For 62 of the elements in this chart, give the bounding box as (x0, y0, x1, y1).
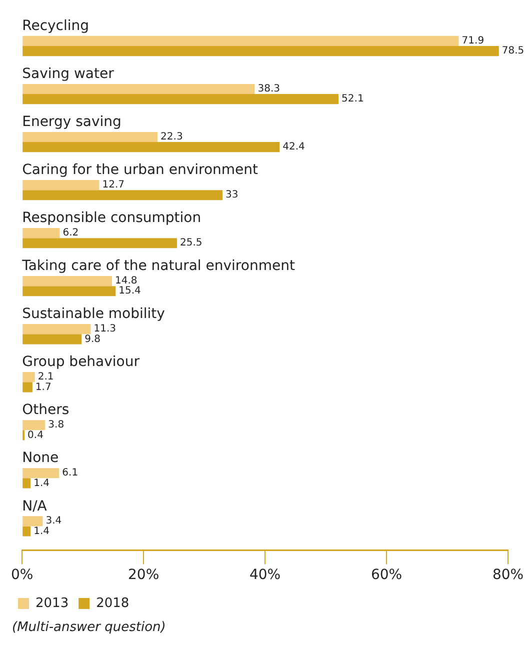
y-tick-label: Caring for the urban environment (22, 162, 259, 178)
data-label: 9.8 (84, 334, 101, 345)
bar (22, 190, 223, 200)
y-tick-label: Responsible consumption (22, 210, 202, 226)
bar (22, 468, 60, 478)
x-tick-label: 80% (492, 567, 524, 584)
legend-label: 2018 (96, 596, 130, 611)
bar (22, 132, 158, 142)
bar (22, 36, 459, 46)
x-tick-label: 60% (370, 567, 402, 584)
data-label: 38.3 (258, 84, 280, 95)
data-label: 33 (226, 190, 238, 201)
legend-label: 2013 (36, 596, 69, 611)
bar (22, 420, 46, 430)
bar (22, 84, 255, 94)
data-label: 3.4 (46, 516, 62, 527)
bar (22, 516, 43, 526)
data-label: 1.4 (34, 478, 50, 489)
y-tick-label: Sustainable mobility (22, 306, 165, 322)
bar (22, 382, 32, 392)
y-tick-label: Others (22, 402, 70, 418)
data-label: 14.8 (114, 276, 138, 287)
bar (22, 478, 31, 488)
bar (22, 142, 280, 152)
x-tick-label: 0% (10, 567, 34, 584)
data-label: 1.7 (35, 382, 52, 393)
data-label: 3.8 (48, 420, 64, 431)
x-tick-label: 40% (249, 567, 281, 584)
data-label: 0.4 (28, 430, 44, 441)
bar (22, 324, 91, 334)
bar (22, 372, 35, 382)
bar (22, 46, 499, 56)
bar (22, 94, 339, 104)
y-tick-label: Saving water (22, 66, 114, 82)
bar (22, 238, 177, 248)
text: (Multi-answer question) (12, 620, 167, 635)
data-label: 12.7 (102, 180, 125, 191)
data-label: 6.1 (62, 468, 78, 479)
data-label: 6.2 (62, 228, 79, 239)
data-label: 52.1 (342, 94, 364, 105)
data-label: 25.5 (180, 238, 202, 249)
data-label: 42.4 (282, 142, 305, 153)
y-tick-label: None (22, 450, 59, 466)
data-label: 2.1 (38, 372, 54, 383)
y-tick-label: N/A (22, 498, 48, 514)
y-tick-label: Recycling (22, 18, 90, 34)
bar (22, 334, 82, 344)
data-label: 78.5 (502, 46, 524, 57)
x-tick-label: 20% (128, 567, 160, 584)
bar (22, 276, 112, 286)
data-label: 1.4 (34, 526, 50, 537)
y-tick-label: Group behaviour (22, 354, 140, 370)
bar (22, 228, 60, 238)
y-tick-label: Taking care of the natural environment (21, 258, 296, 274)
data-label: 11.3 (94, 324, 116, 335)
bar (22, 526, 31, 536)
bar (22, 180, 100, 190)
y-tick-label: Energy saving (22, 114, 122, 130)
data-label: 22.3 (160, 132, 183, 143)
data-label: 15.4 (118, 286, 141, 297)
bar (22, 286, 116, 296)
data-label: 71.9 (462, 36, 484, 47)
